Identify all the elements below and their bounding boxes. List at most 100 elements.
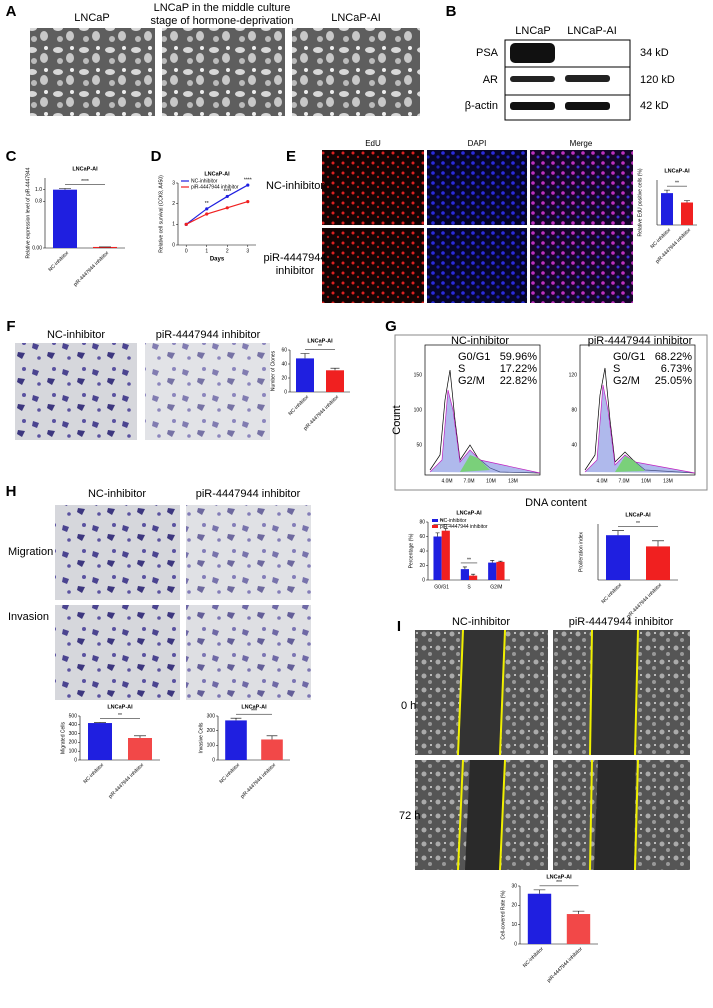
y-tick-label: 500 [69,713,78,719]
y-axis-title: Relative EdU positive cells (%) [637,168,643,236]
significance: **** [223,189,231,195]
wound-gap [594,760,636,870]
label: LNCaP-AI [567,25,617,37]
error-bar [652,540,664,547]
significance: ** [205,201,209,207]
panel-label: C [6,148,17,165]
point [205,207,209,211]
error-bar [462,566,467,570]
label: 80 [571,407,577,413]
x-tick-label: piR-4447944 inhibitor [625,582,663,620]
bar [469,575,478,580]
error-bar [59,188,71,190]
y-axis-title: Percentage (%) [408,533,414,568]
chart-title: LNCaP-AI [204,171,230,177]
label: 120 kD [640,74,675,86]
point [184,222,188,226]
bar [527,893,552,944]
wound-gap [465,760,505,870]
x-axis-title: Days [210,257,225,263]
panel-label: G [385,318,397,335]
label: 25.05% [655,375,693,387]
panel-label: I [397,618,401,635]
panel-label: A [6,3,17,20]
label: 72 h [399,810,420,822]
label: stage of hormone-deprivation [150,15,293,27]
significance: *** [251,709,257,715]
x-tick-label: 3 [246,248,249,254]
bar [261,739,283,760]
wound-gap [590,630,638,755]
x-tick-label: S [467,584,471,590]
x-tick-label: NC-inhibitor [218,762,241,785]
micrograph [186,505,311,600]
x-tick-label: piR-4447944 inhibitor [72,250,110,288]
label: LNCaP [515,25,550,37]
flow-frame [394,334,708,491]
wound-gap [458,630,505,755]
label: S [458,363,465,375]
y-axis-title: Migrated Cells [60,722,66,754]
label: 100 [414,407,423,413]
label: NC-inhibitor [452,616,510,628]
y-tick-label: 1 [172,222,175,228]
label: 120 [569,372,578,378]
micrograph [530,150,633,225]
label: Count [391,405,403,434]
error-bar [266,735,278,740]
label: 13M [663,478,673,484]
chart-title: LNCaP-AI [307,338,333,344]
error-bar [230,717,242,721]
error-bar [300,353,310,359]
chart-title: LNCaP-AI [72,166,98,172]
label: piR-4447944 inhibitor [569,616,674,628]
label: 17.22% [500,363,538,375]
micrograph [292,28,420,116]
label: Invasion [8,611,49,623]
significance: ** [636,521,640,527]
label: G0/G1 [458,351,490,363]
label: 150 [414,372,423,378]
blot-band [565,75,610,82]
y-tick-label: 30 [511,883,517,889]
bar [460,569,469,580]
chart-title: LNCaP-AI [107,704,133,710]
y-tick-label: 10 [511,922,517,928]
y-tick-label: 0 [284,389,287,395]
point [225,194,229,199]
significance: **** [81,179,89,185]
y-tick-label: 0 [514,941,517,947]
legend-label: piR-4447944 inhibitor [440,524,488,530]
label: NC-inhibitor [88,488,146,500]
label: LNCaP [74,12,109,24]
y-axis-title: Relative cell survival (CCK8, A450) [158,175,164,253]
label: LNCaP-AI [331,12,381,24]
label: 13M [508,478,518,484]
blot-band [510,102,555,110]
label: 10M [641,478,651,484]
bar [296,358,314,392]
y-tick-label: 60 [281,347,287,353]
y-tick-label: 0.00 [32,245,42,251]
y-tick-label: 20 [419,563,425,569]
x-tick-label: NC-inhibitor [82,762,105,785]
flow-histogram-right [579,344,696,476]
error-bar [435,532,440,537]
x-tick-label: 2 [226,248,229,254]
point [246,183,250,187]
y-tick-label: 40 [281,361,287,367]
label: 22.82% [500,375,538,387]
x-tick-label: piR-4447944 inhibitor [654,227,692,265]
x-tick-label: 0 [185,248,188,254]
bar [88,723,112,760]
wound-images [415,629,690,871]
chart-title: LNCaP-AI [546,874,572,880]
micrograph [55,605,180,700]
y-tick-label: 100 [207,743,216,749]
legend-swatch [432,519,438,522]
line [185,184,249,225]
blot-band [510,76,555,82]
x-tick-label: 1 [205,248,208,254]
y-tick-label: 200 [69,740,78,746]
legend-label: NC-inhibitor [440,518,467,524]
